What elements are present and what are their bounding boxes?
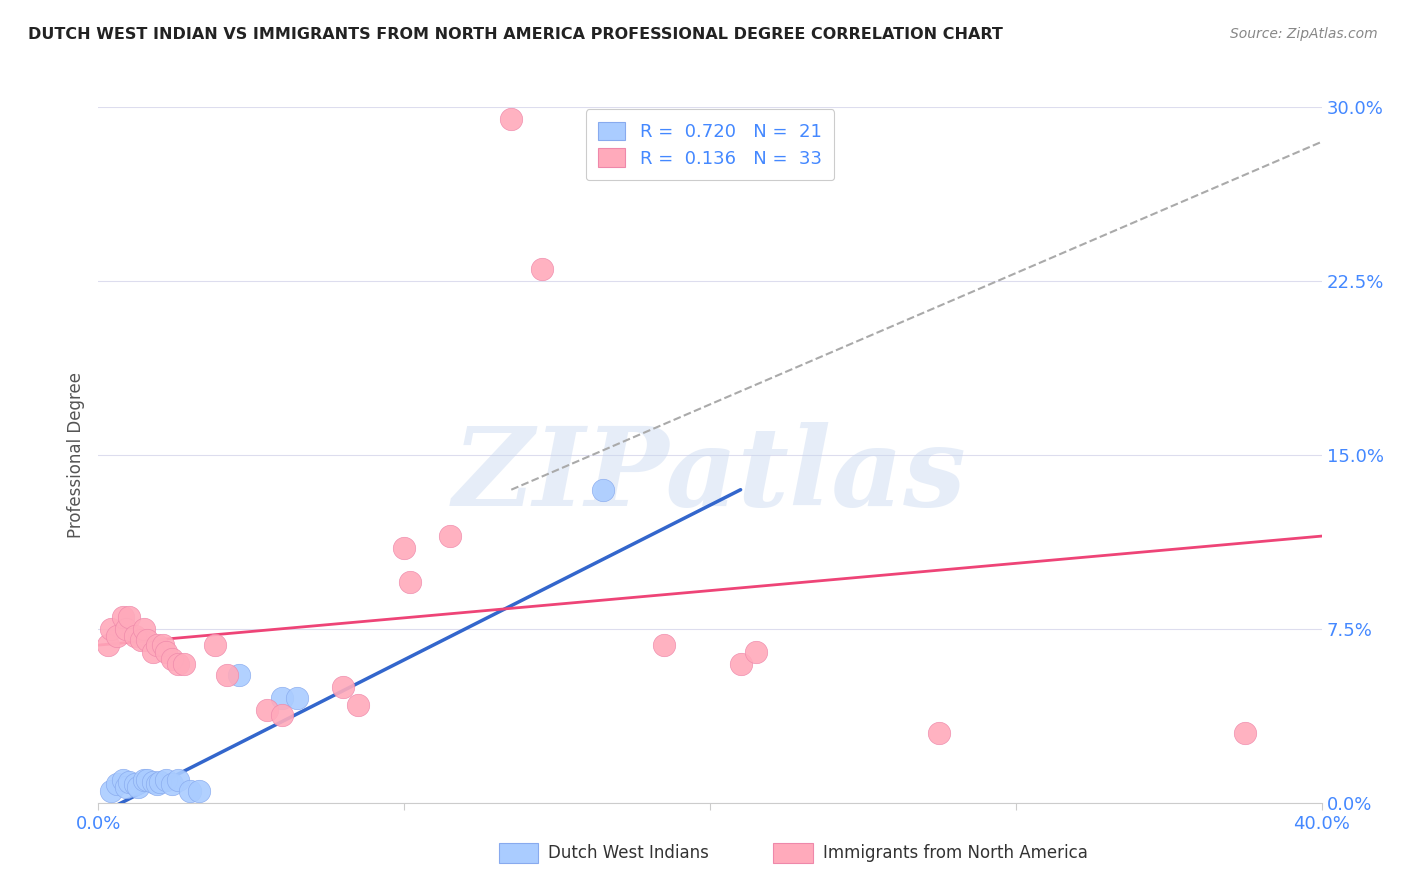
Point — [149, 775, 172, 789]
Point — [167, 657, 190, 671]
Point — [730, 657, 752, 671]
Point — [399, 575, 422, 590]
Text: Source: ZipAtlas.com: Source: ZipAtlas.com — [1230, 27, 1378, 41]
Point — [105, 777, 128, 791]
Point — [155, 645, 177, 659]
Point — [127, 780, 149, 794]
Text: Immigrants from North America: Immigrants from North America — [823, 844, 1087, 862]
Point — [1234, 726, 1257, 740]
Point — [100, 784, 122, 798]
Point — [530, 262, 553, 277]
Point — [105, 629, 128, 643]
Point — [160, 777, 183, 791]
Point — [215, 668, 238, 682]
Point — [501, 112, 523, 126]
Point — [392, 541, 416, 555]
Point — [439, 529, 461, 543]
Point — [188, 784, 211, 798]
Point — [152, 638, 174, 652]
Point — [118, 775, 141, 789]
Point — [100, 622, 122, 636]
Point — [256, 703, 278, 717]
Text: Dutch West Indians: Dutch West Indians — [548, 844, 709, 862]
Point — [592, 483, 614, 497]
Point — [285, 691, 308, 706]
Point — [97, 638, 120, 652]
Point — [167, 772, 190, 787]
Point — [124, 629, 146, 643]
Point — [145, 638, 167, 652]
Point — [332, 680, 354, 694]
Point — [173, 657, 195, 671]
Point — [124, 777, 146, 791]
Point — [111, 772, 134, 787]
Point — [134, 622, 156, 636]
Point — [115, 622, 138, 636]
Point — [652, 638, 675, 652]
Point — [118, 610, 141, 624]
Text: DUTCH WEST INDIAN VS IMMIGRANTS FROM NORTH AMERICA PROFESSIONAL DEGREE CORRELATI: DUTCH WEST INDIAN VS IMMIGRANTS FROM NOR… — [28, 27, 1002, 42]
Y-axis label: Professional Degree: Professional Degree — [67, 372, 86, 538]
Point — [155, 772, 177, 787]
Point — [347, 698, 370, 713]
Point — [142, 775, 165, 789]
Point — [228, 668, 250, 682]
Point — [928, 726, 950, 740]
Point — [111, 610, 134, 624]
Point — [129, 633, 152, 648]
Point — [136, 772, 159, 787]
Point — [179, 784, 201, 798]
Point — [204, 638, 226, 652]
Point — [136, 633, 159, 648]
Point — [134, 772, 156, 787]
Point — [745, 645, 768, 659]
Text: ZIPatlas: ZIPatlas — [453, 422, 967, 530]
Point — [270, 691, 292, 706]
Point — [160, 652, 183, 666]
Point — [142, 645, 165, 659]
Point — [115, 780, 138, 794]
Point — [145, 777, 167, 791]
Point — [270, 707, 292, 722]
Bar — [773, 843, 813, 863]
Legend: R =  0.720   N =  21, R =  0.136   N =  33: R = 0.720 N = 21, R = 0.136 N = 33 — [586, 109, 834, 180]
Bar — [499, 843, 538, 863]
